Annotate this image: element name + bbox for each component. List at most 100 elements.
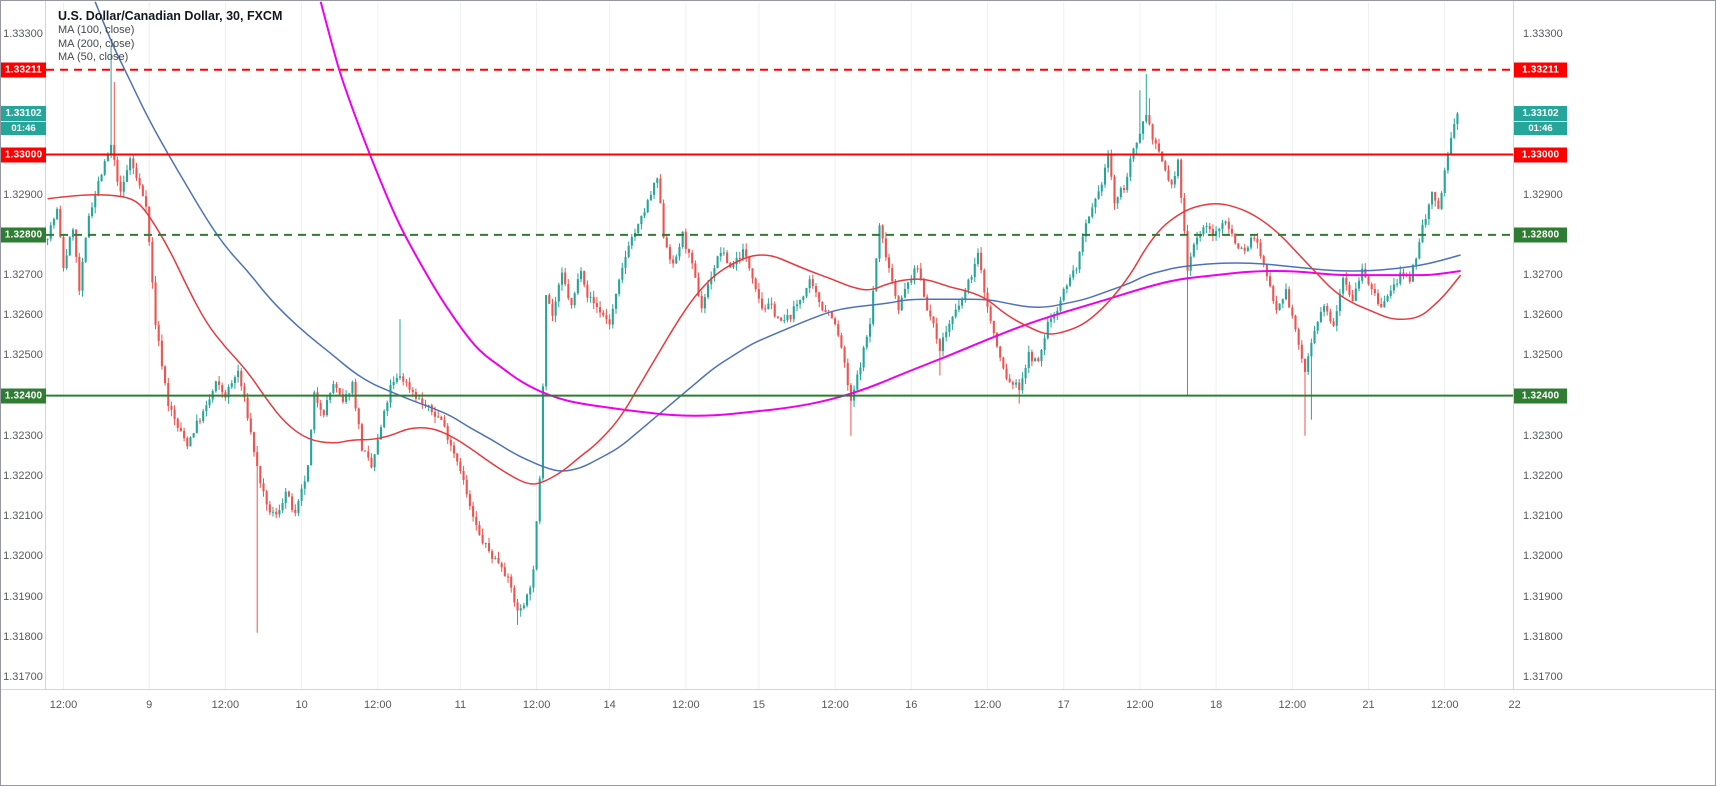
time-tick-label: 12:00 <box>821 699 849 711</box>
candle <box>751 268 754 279</box>
candle <box>805 288 808 297</box>
candle <box>627 245 630 257</box>
candle <box>357 408 360 425</box>
candle <box>672 259 675 264</box>
price-level-badge: 1.32800 <box>1 227 46 243</box>
candle <box>522 605 525 609</box>
candle <box>1240 247 1243 249</box>
candle <box>780 317 783 321</box>
candle <box>716 256 719 269</box>
candle <box>745 249 748 257</box>
indicator-label-ma50[interactable]: MA (50, close) <box>58 51 129 63</box>
candle <box>821 302 824 311</box>
candle <box>713 268 716 278</box>
candle <box>548 295 551 304</box>
candle <box>907 282 910 289</box>
candle <box>252 432 256 453</box>
indicator-label-ma200[interactable]: MA (200, close) <box>58 37 135 50</box>
time-tick-label: 16 <box>905 699 918 711</box>
candle <box>738 257 741 259</box>
candle <box>310 429 313 466</box>
left-price-axis[interactable]: 1.33300 1.32900 1.32700 1.32600 1.32500 1.323… <box>1 1 46 689</box>
candle <box>1154 139 1157 144</box>
candle <box>1164 161 1167 171</box>
candle <box>81 261 84 291</box>
candle <box>926 296 929 311</box>
candle <box>1072 270 1075 278</box>
candle <box>265 491 268 505</box>
candle <box>249 418 252 433</box>
candle <box>938 339 941 351</box>
candle <box>1005 368 1008 379</box>
time-axis[interactable]: 12:00 9 12:00 10 12:00 11 12:00 14 12:00 15 12:00 1… <box>1 689 1715 785</box>
candle <box>1186 231 1189 271</box>
price-tick-label: 1.32900 <box>3 188 43 201</box>
candle <box>1434 191 1437 201</box>
candle <box>1456 113 1459 125</box>
time-tick-label: 10 <box>295 699 308 711</box>
candle <box>1281 299 1284 304</box>
candle <box>452 445 456 454</box>
candle <box>564 272 567 285</box>
candle <box>262 483 265 492</box>
right-price-axis[interactable]: 1.33300 1.32900 1.32700 1.32600 1.32500 1.323… <box>1513 1 1715 689</box>
candle <box>1142 121 1145 134</box>
candle <box>1367 277 1370 285</box>
candle <box>1211 229 1214 236</box>
candle <box>678 247 681 257</box>
candle <box>1446 153 1449 171</box>
candle <box>1030 352 1033 362</box>
candle <box>1129 158 1132 177</box>
price-tick-label: 1.31700 <box>3 670 43 683</box>
indicator-label-ma100[interactable]: MA (100, close) <box>58 24 135 36</box>
candle <box>1421 224 1424 243</box>
candle <box>554 301 557 316</box>
candle <box>259 466 262 484</box>
candle <box>551 303 554 316</box>
candle <box>1373 289 1376 294</box>
price-tick-label: 1.32000 <box>1523 550 1563 563</box>
candle <box>1351 294 1354 301</box>
candle <box>878 225 881 259</box>
candle <box>370 457 373 468</box>
candle <box>405 381 408 383</box>
candle <box>103 161 106 175</box>
candle <box>205 405 208 412</box>
candle <box>1253 237 1256 239</box>
candle <box>964 290 967 300</box>
symbol-title[interactable]: U.S. Dollar/Canadian Dollar, 30, FXCM <box>58 9 283 23</box>
candle <box>1208 226 1211 230</box>
candle <box>487 543 491 552</box>
current-price-badge: 1.33102 01:46 <box>1 106 46 135</box>
candle <box>1319 311 1322 322</box>
time-tick-label: 15 <box>752 699 766 711</box>
candle <box>1021 378 1024 391</box>
candle <box>1024 368 1027 379</box>
candle <box>141 185 144 197</box>
candle <box>1167 170 1170 181</box>
candle <box>395 377 398 382</box>
time-tick-label: 14 <box>603 699 616 711</box>
candle <box>592 296 595 304</box>
candle <box>659 178 662 204</box>
candle <box>637 224 640 233</box>
candle <box>1370 284 1373 290</box>
candle <box>227 386 230 398</box>
price-tick-label: 1.32600 <box>3 309 43 322</box>
candle <box>576 279 579 294</box>
candle <box>665 237 668 248</box>
candle <box>783 320 786 322</box>
candle <box>1430 191 1434 205</box>
candle <box>1246 247 1249 251</box>
candle <box>402 376 405 382</box>
candle <box>491 551 494 559</box>
candle <box>1224 221 1227 224</box>
candle <box>1196 237 1199 245</box>
price-tick-label: 1.33300 <box>3 27 43 40</box>
candle <box>500 563 503 568</box>
candle <box>1424 219 1427 225</box>
candle <box>1408 276 1411 282</box>
candle <box>338 388 341 395</box>
candle <box>1065 285 1068 289</box>
